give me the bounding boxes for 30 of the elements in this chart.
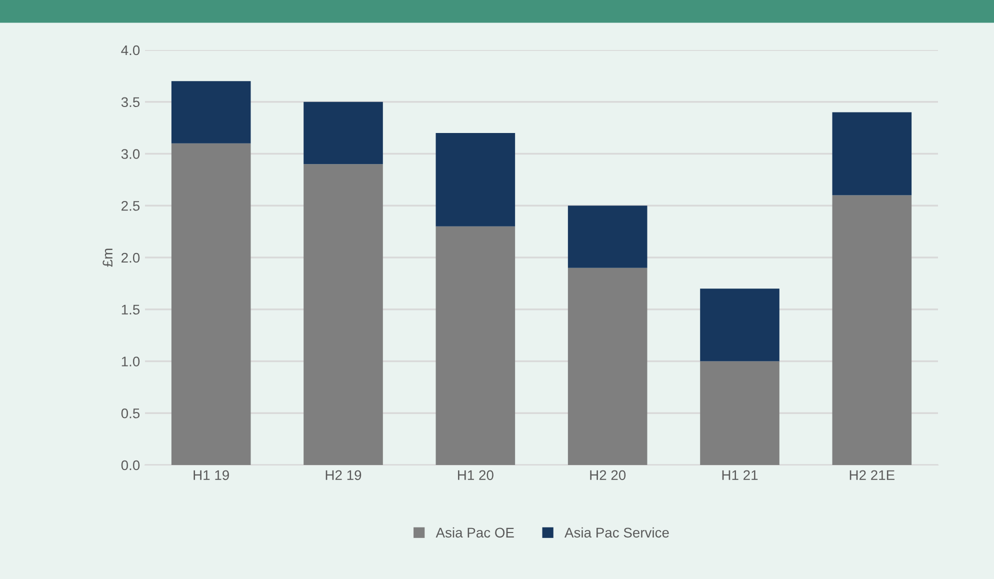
bar xyxy=(436,226,516,465)
y-tick-label: 3.0 xyxy=(121,149,140,159)
x-tick-label: H2 20 xyxy=(590,470,626,480)
x-tick-label: H1 19 xyxy=(194,470,229,480)
y-tick-label: 0.0 xyxy=(121,460,140,470)
bar xyxy=(832,112,912,196)
x-tick-label: H1 21 xyxy=(722,470,758,480)
bar xyxy=(832,195,912,465)
x-tick-label: H2 19 xyxy=(326,470,362,480)
x-tick-label: H2 21E xyxy=(850,470,894,480)
y-tick-label: 3.5 xyxy=(121,97,140,108)
legend-label: Asia Pac OE xyxy=(436,527,514,538)
y-tick-label: 2.5 xyxy=(122,200,140,211)
bar xyxy=(568,206,648,268)
y-axis-title: £m xyxy=(102,248,112,267)
bar xyxy=(171,81,251,144)
bar xyxy=(304,102,383,164)
bar xyxy=(171,143,251,465)
y-tick-label: 1.0 xyxy=(122,356,140,366)
bar xyxy=(700,361,780,465)
y-tick-label: 1.5 xyxy=(122,304,140,315)
legend-label: Asia Pac Service xyxy=(564,527,669,538)
y-tick-label: 4.0 xyxy=(121,45,140,56)
bar xyxy=(304,164,383,465)
y-tick-label: 0.5 xyxy=(121,408,140,418)
bar xyxy=(700,288,780,362)
x-tick-label: H1 20 xyxy=(458,470,494,480)
bar xyxy=(436,133,516,226)
y-tick-label: 2.0 xyxy=(122,252,140,263)
bar xyxy=(568,268,648,465)
